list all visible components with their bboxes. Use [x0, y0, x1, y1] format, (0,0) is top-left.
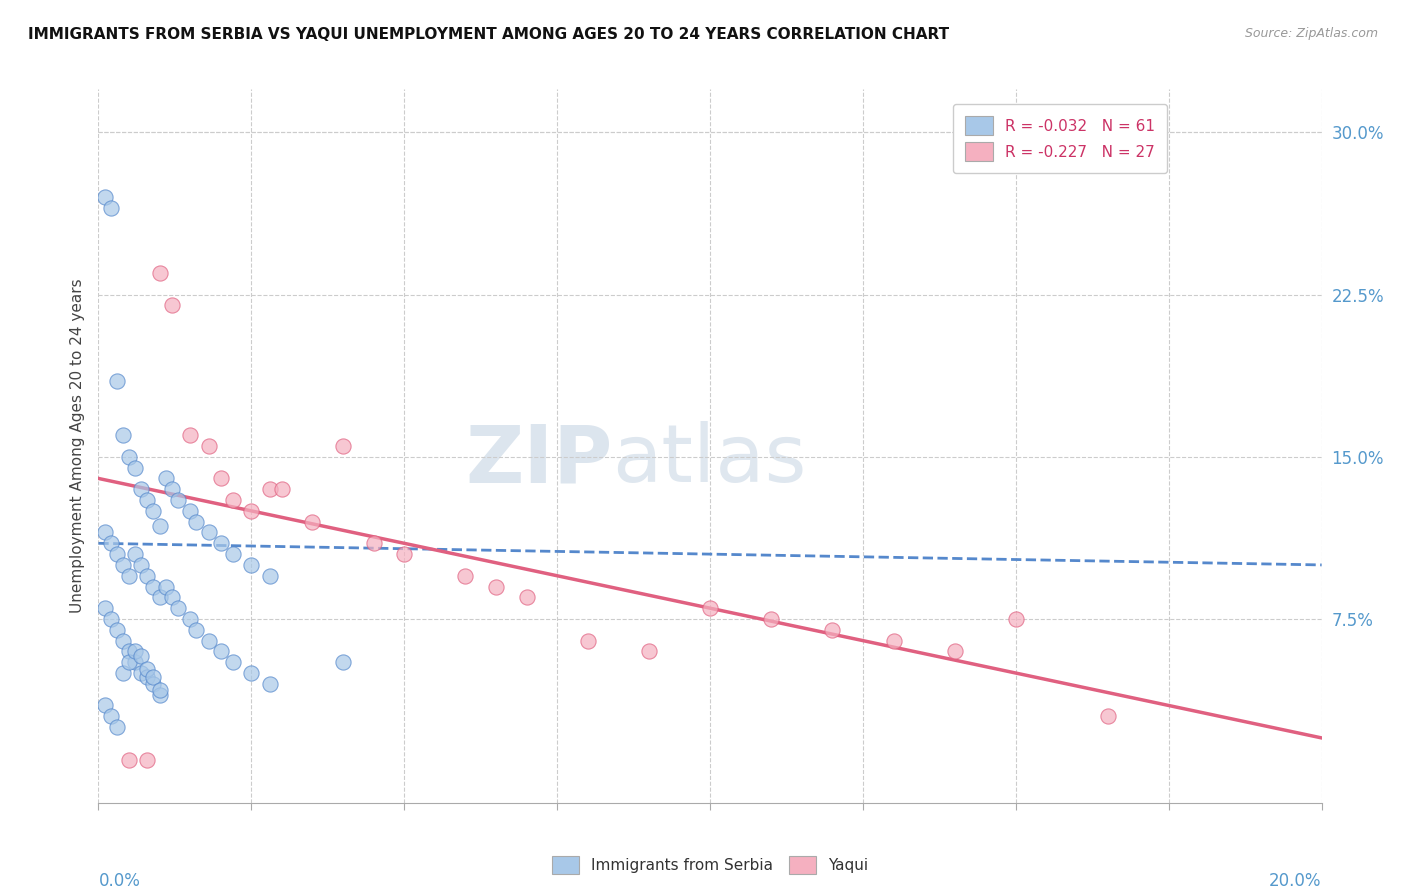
Point [124, 655, 146, 669]
Point [197, 439, 219, 453]
Point [270, 482, 292, 496]
Point [179, 504, 201, 518]
Point [111, 633, 134, 648]
Point [363, 536, 385, 550]
Y-axis label: Unemployment Among Ages 20 to 24 years: Unemployment Among Ages 20 to 24 years [69, 278, 84, 614]
Text: atlas: atlas [612, 421, 807, 500]
Point [186, 623, 208, 637]
Point [301, 515, 323, 529]
Point [93, 601, 115, 615]
Point [259, 482, 281, 496]
Point [222, 547, 245, 561]
Point [160, 591, 183, 605]
Point [222, 655, 245, 669]
Point [142, 504, 165, 518]
Point [160, 482, 183, 496]
Point [179, 428, 201, 442]
Point [1004, 612, 1026, 626]
Point [259, 568, 281, 582]
Point [392, 547, 416, 561]
Point [209, 644, 232, 658]
Legend: Immigrants from Serbia, Yaqui: Immigrants from Serbia, Yaqui [546, 850, 875, 880]
Point [136, 753, 159, 767]
Point [209, 536, 232, 550]
Point [699, 601, 721, 615]
Point [943, 644, 966, 658]
Point [332, 439, 354, 453]
Point [149, 266, 172, 280]
Point [883, 633, 905, 648]
Point [136, 670, 159, 684]
Text: 0.0%: 0.0% [98, 872, 141, 890]
Point [129, 482, 152, 496]
Point [129, 558, 152, 572]
Point [1097, 709, 1119, 723]
Point [111, 666, 134, 681]
Point [105, 623, 128, 637]
Point [186, 515, 208, 529]
Point [93, 525, 115, 540]
Point [222, 493, 245, 508]
Point [209, 471, 232, 485]
Point [179, 612, 201, 626]
Point [136, 493, 159, 508]
Point [136, 662, 159, 676]
Point [197, 525, 219, 540]
Point [124, 547, 146, 561]
Text: ZIP: ZIP [465, 421, 612, 500]
Point [100, 612, 122, 626]
Text: IMMIGRANTS FROM SERBIA VS YAQUI UNEMPLOYMENT AMONG AGES 20 TO 24 YEARS CORRELATI: IMMIGRANTS FROM SERBIA VS YAQUI UNEMPLOY… [28, 27, 949, 42]
Point [129, 666, 152, 681]
Point [105, 720, 128, 734]
Point [100, 201, 122, 215]
Point [485, 580, 508, 594]
Point [149, 591, 172, 605]
Point [155, 580, 177, 594]
Text: Source: ZipAtlas.com: Source: ZipAtlas.com [1244, 27, 1378, 40]
Point [516, 591, 538, 605]
Point [111, 558, 134, 572]
Point [105, 374, 128, 388]
Point [167, 493, 190, 508]
Point [142, 677, 165, 691]
Point [160, 298, 183, 312]
Point [332, 655, 354, 669]
Point [454, 568, 477, 582]
Point [167, 601, 190, 615]
Point [259, 677, 281, 691]
Point [124, 644, 146, 658]
Point [100, 709, 122, 723]
Point [105, 547, 128, 561]
Point [149, 688, 172, 702]
Point [240, 666, 263, 681]
Point [759, 612, 782, 626]
Point [136, 568, 159, 582]
Point [637, 644, 661, 658]
Point [821, 623, 844, 637]
Point [129, 648, 152, 663]
Point [118, 644, 141, 658]
Point [93, 190, 115, 204]
Point [118, 568, 141, 582]
Point [155, 471, 177, 485]
Point [118, 655, 141, 669]
Point [118, 450, 141, 464]
Text: 20.0%: 20.0% [1270, 872, 1322, 890]
Point [149, 683, 172, 698]
Point [149, 519, 172, 533]
Point [576, 633, 599, 648]
Point [197, 633, 219, 648]
Point [124, 460, 146, 475]
Point [142, 670, 165, 684]
Point [142, 580, 165, 594]
Point [100, 536, 122, 550]
Point [111, 428, 134, 442]
Point [118, 753, 141, 767]
Point [240, 504, 263, 518]
Point [240, 558, 263, 572]
Point [93, 698, 115, 713]
